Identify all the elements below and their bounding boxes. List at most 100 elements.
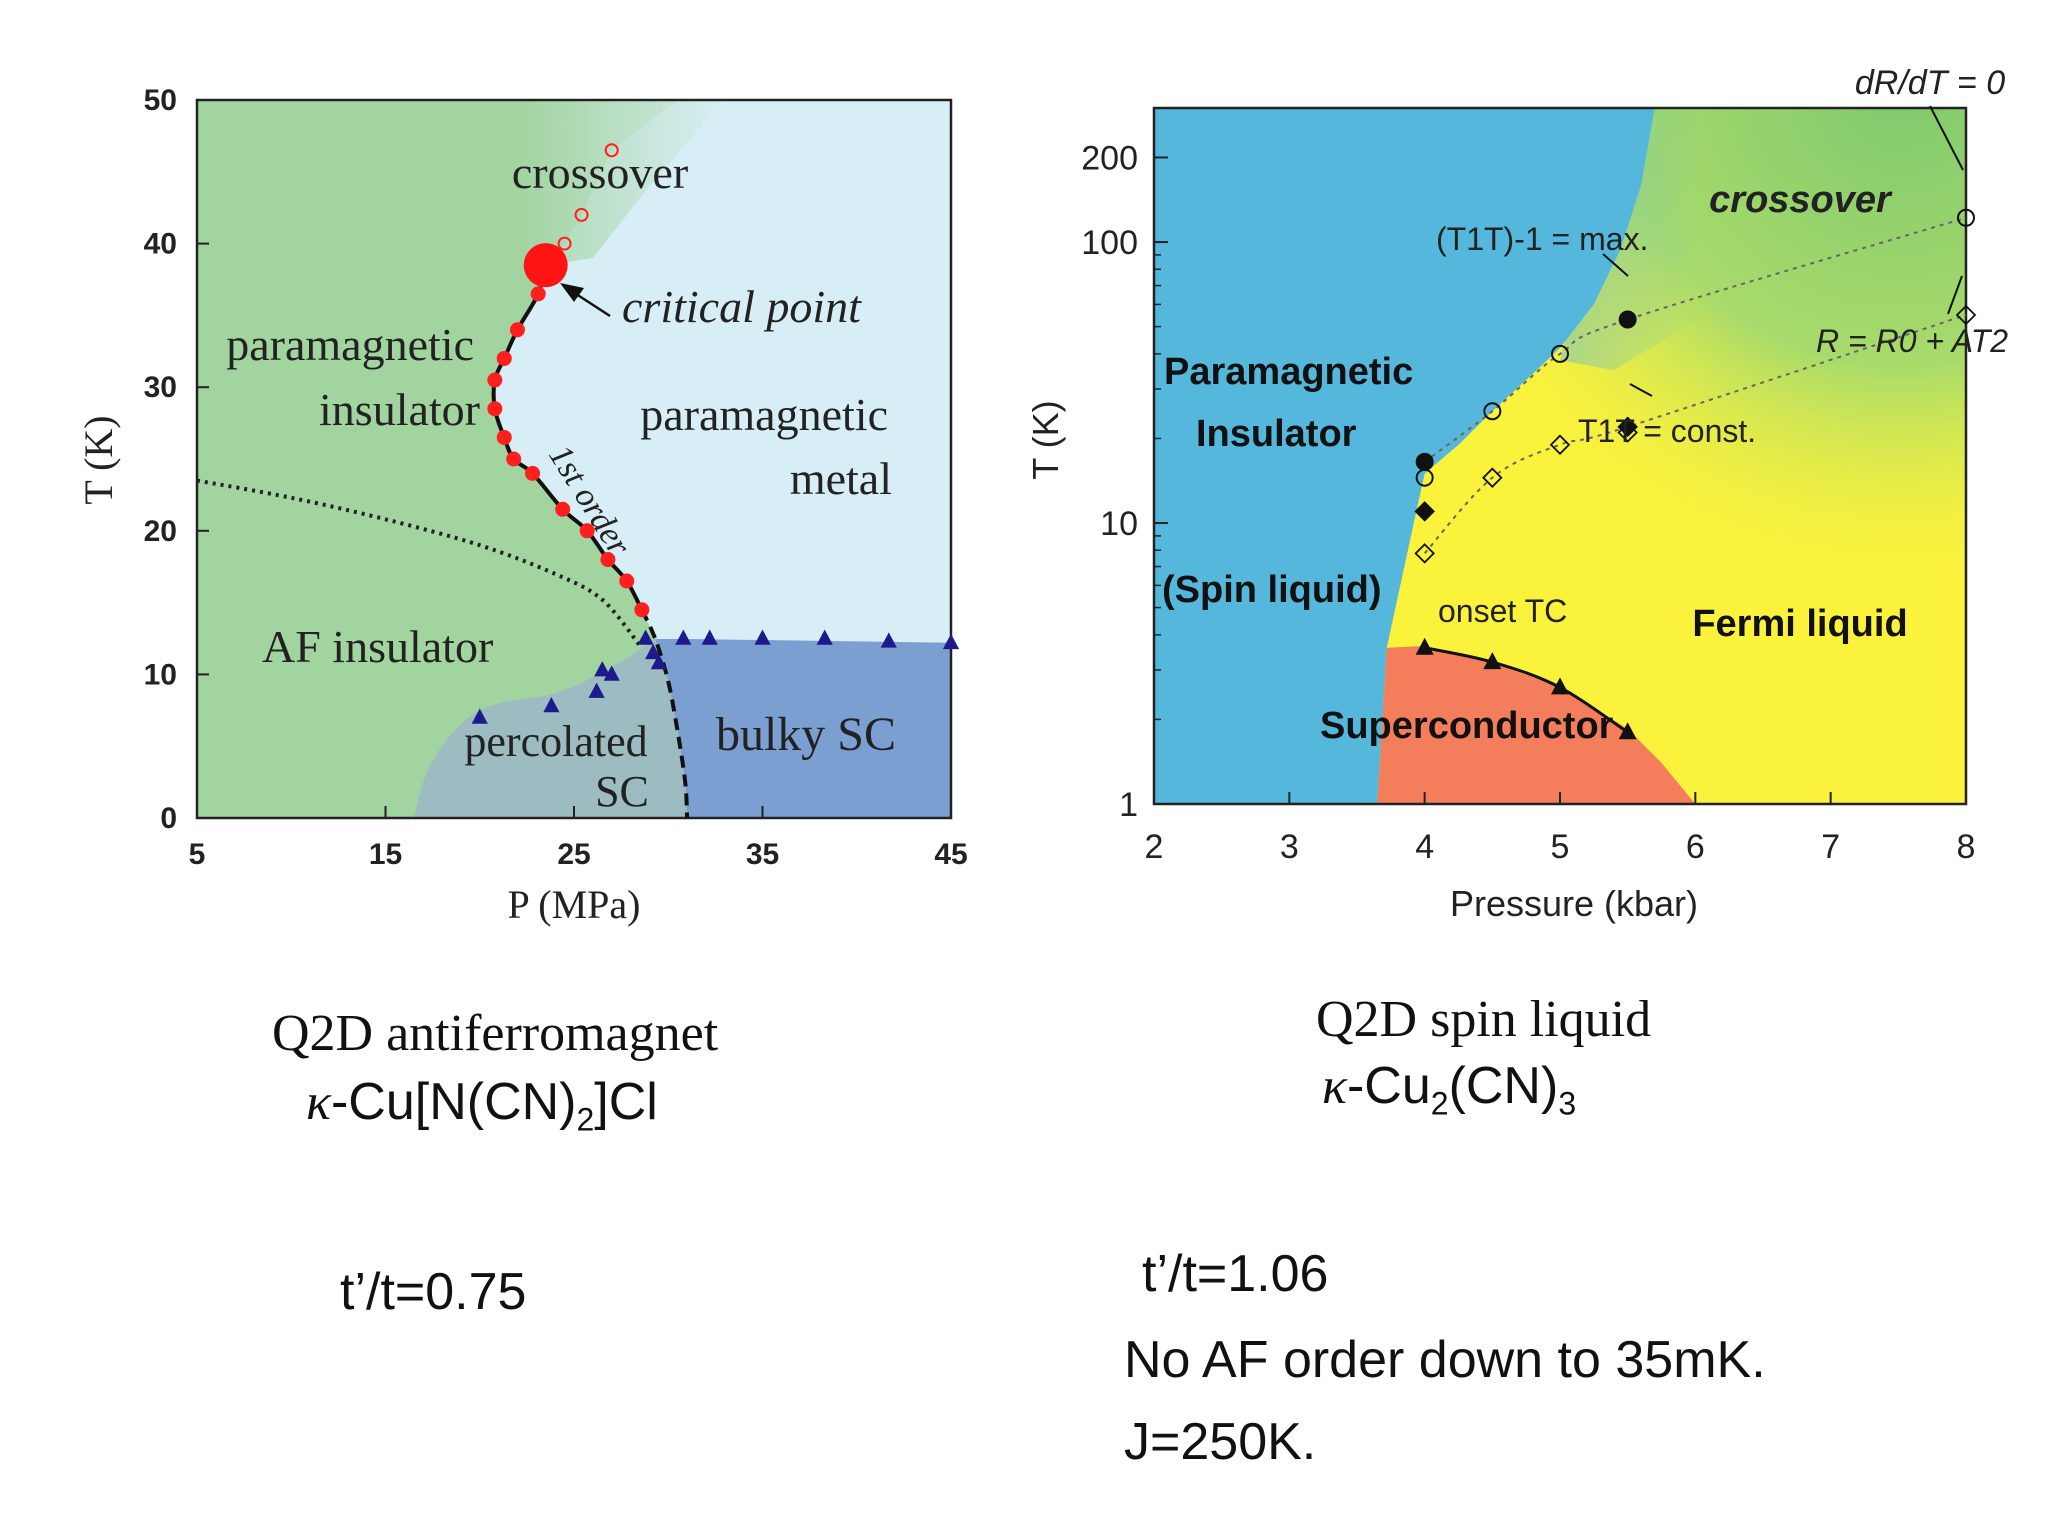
left-first-order-point — [530, 286, 546, 302]
left-caption-title: Q2D antiferromagnet — [272, 1005, 719, 1062]
right-formula-sub1: 2 — [1430, 1085, 1449, 1122]
left-x-axis-label: P (MPa) — [508, 882, 641, 927]
left-sc-onset-triangle — [594, 661, 611, 677]
left-first-order-point — [487, 372, 503, 388]
left-crossover-point — [574, 207, 589, 222]
left-sc-onset-triangle — [675, 629, 692, 645]
left-region-insulator — [197, 100, 688, 818]
left-region-crossover-fade — [517, 100, 725, 266]
left-y-tick-label: 20 — [144, 515, 177, 548]
drdt-pointer — [1929, 105, 1964, 171]
left-first-order-point — [509, 322, 525, 338]
right-x-tick-label: 6 — [1686, 828, 1705, 866]
left-first-order-point — [496, 350, 512, 366]
left-sc-onset-triangle — [588, 682, 605, 698]
left-label-percolated-sc: SC — [595, 767, 649, 816]
right-region-superconductor — [1377, 646, 1696, 804]
right-caption-ratio: t’/t=1.06 — [1142, 1245, 1329, 1303]
right-t1t-const-line — [1423, 314, 1967, 554]
left-y-tick-label: 10 — [144, 658, 177, 691]
right-caption-formula: κ-Cu2(CN)3 — [1322, 1056, 1576, 1122]
right-t1t-const-point — [1414, 501, 1435, 522]
right-axis-ticks: 2 3 4 5 6 7 8 1 10 100 200 — [1081, 139, 1975, 866]
left-first-order-point — [579, 523, 595, 539]
left-first-order-point — [496, 429, 512, 445]
left-kappa: κ — [306, 1074, 331, 1131]
right-x-tick-label: 8 — [1957, 828, 1976, 866]
right-label-drdt: dR/dT = 0 — [1855, 64, 2005, 102]
right-label-crossover: crossover — [1709, 179, 1893, 221]
right-label-insulator: Insulator — [1196, 413, 1357, 455]
left-y-tick-label: 40 — [144, 228, 177, 261]
left-formula-b: ]Cl — [594, 1073, 658, 1131]
t1t-max-pointer — [1602, 253, 1629, 277]
right-label-superconductor: Superconductor — [1320, 705, 1614, 747]
right-x-tick-label: 4 — [1415, 828, 1434, 866]
right-label-t1t-const: T1T = const. — [1578, 413, 1756, 449]
right-t1t-const-point — [1414, 543, 1435, 564]
left-label-bulky-sc: bulky SC — [716, 708, 896, 761]
right-t1t-max-point — [1618, 310, 1637, 329]
left-first-order-point — [506, 451, 522, 467]
right-t1t-max-point — [1957, 208, 1975, 227]
right-tc-onset-triangle — [1551, 677, 1569, 695]
left-sc-onset-triangle — [650, 653, 667, 670]
right-tc-onset-triangle — [1618, 722, 1637, 740]
right-x-axis-label: Pressure (kbar) — [1450, 883, 1698, 924]
left-formula-sub: 2 — [576, 1101, 595, 1138]
right-t1t-const-point — [1955, 304, 1977, 326]
left-first-order-point — [525, 465, 541, 481]
left-label-para-metal-1: paramagnetic — [640, 389, 888, 440]
left-first-order-point — [555, 501, 571, 517]
left-region-percolated-sc — [413, 638, 688, 818]
left-x-tick-label: 5 — [189, 838, 206, 871]
right-x-tick-label: 7 — [1821, 828, 1840, 866]
right-y-tick-label: 200 — [1081, 139, 1138, 177]
right-y-axis-label: T (K) — [1025, 400, 1066, 479]
t1t-const-pointer — [1629, 383, 1653, 397]
right-caption-note2: J=250K. — [1124, 1413, 1317, 1471]
right-x-tick-label: 3 — [1280, 828, 1299, 866]
left-label-crossover: crossover — [512, 147, 688, 198]
left-y-tick-label: 0 — [160, 802, 177, 835]
left-y-tick-label: 50 — [144, 84, 177, 117]
right-tc-line — [1424, 646, 1629, 734]
left-label-para-ins-1: paramagnetic — [226, 319, 474, 370]
left-sc-onset-triangle — [942, 633, 960, 650]
right-tc-onset-triangle — [1415, 637, 1434, 655]
left-sc-onset-triangle — [701, 629, 718, 645]
right-label-resistivity: R = R0 + AT2 — [1816, 323, 2008, 359]
left-first-order-point — [600, 552, 616, 568]
right-region-insulator — [1154, 108, 1655, 804]
left-sc-onset-triangle — [880, 632, 897, 648]
left-label-percolated: percolated — [464, 717, 647, 766]
left-label-para-ins-2: insulator — [319, 384, 480, 435]
right-label-t1t-max: (T1T)-1 = max. — [1436, 221, 1648, 257]
left-x-tick-label: 15 — [369, 838, 402, 871]
left-sc-onset-triangle — [645, 643, 662, 660]
left-label-critical-point: critical point — [622, 281, 862, 332]
left-caption-formula: κ-Cu[N(CN)2]Cl — [306, 1072, 658, 1138]
left-sc-onset-triangle — [603, 665, 620, 681]
left-x-tick-label: 25 — [557, 838, 590, 871]
left-region-bulky-sc — [655, 638, 951, 818]
left-phase-diagram: 5 15 25 35 45 0 10 20 30 40 50 crossover critical … — [76, 84, 968, 927]
left-formula-a: -Cu[N(CN) — [330, 1073, 577, 1131]
right-t1t-max-point — [1483, 402, 1502, 421]
left-caption-ratio: t’/t=0.75 — [340, 1263, 527, 1321]
critical-point-arrowhead — [560, 283, 584, 302]
right-kappa: κ — [1322, 1058, 1347, 1115]
right-label-fermi-liquid: Fermi liquid — [1692, 603, 1907, 645]
right-caption-note1: No AF order down to 35mK. — [1124, 1331, 1766, 1389]
left-first-order-point — [619, 573, 635, 589]
left-critical-point-marker — [523, 243, 568, 288]
left-axis-ticks: 5 15 25 35 45 0 10 20 30 40 50 — [144, 84, 968, 871]
right-formula-b: (CN) — [1448, 1057, 1559, 1115]
left-first-order-point — [487, 401, 503, 417]
left-sc-onset-triangle — [754, 629, 771, 645]
left-sc-onset-triangle — [471, 708, 488, 724]
left-x-tick-label: 45 — [934, 838, 967, 871]
left-x-tick-label: 35 — [746, 838, 779, 871]
right-label-spin-liquid: (Spin liquid) — [1162, 569, 1382, 611]
left-y-tick-label: 30 — [144, 371, 177, 404]
